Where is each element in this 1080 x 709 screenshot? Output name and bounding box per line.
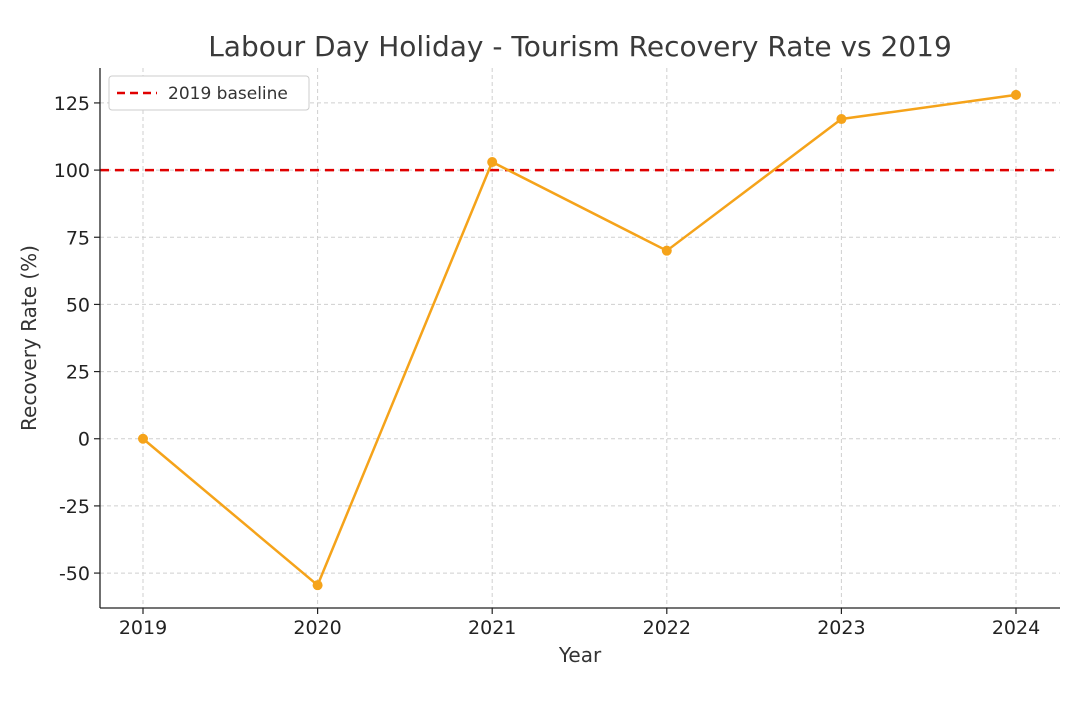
axes	[99, 68, 1060, 609]
y-tick-label: 75	[66, 227, 90, 249]
y-tick-label: 50	[66, 294, 90, 316]
data-point	[487, 157, 498, 168]
y-tick-label: 100	[54, 160, 90, 182]
y-tick-label: 25	[66, 362, 90, 384]
series-layer	[138, 89, 1021, 591]
y-tick-label: -50	[59, 563, 90, 585]
x-tick-label: 2023	[817, 617, 865, 639]
x-ticks: 2019 2020 2021 2022 2023 2024	[119, 608, 1040, 639]
data-point	[1011, 89, 1021, 100]
data-point	[312, 580, 323, 591]
legend: 2019 baseline	[108, 75, 310, 111]
chart-title: Labour Day Holiday - Tourism Recovery Ra…	[208, 30, 952, 63]
data-point	[836, 114, 847, 125]
x-tick-label: 2019	[119, 617, 167, 639]
x-axis-label: Year	[558, 643, 602, 667]
x-tick-label: 2020	[293, 617, 341, 639]
data-point	[138, 433, 148, 444]
legend-box	[108, 75, 310, 111]
y-axis-label: Recovery Rate (%)	[17, 245, 41, 431]
grid	[100, 68, 1060, 608]
data-point	[661, 245, 672, 256]
y-tick-label: -25	[59, 496, 90, 518]
x-tick-label: 2022	[643, 617, 691, 639]
x-tick-label: 2024	[992, 617, 1040, 639]
legend-baseline-label: 2019 baseline	[168, 84, 288, 104]
x-tick-label: 2021	[468, 617, 516, 639]
y-tick-label: 0	[78, 429, 90, 451]
y-tick-label: 125	[54, 93, 90, 115]
y-ticks: -50 -25 0 25 50 75 100 125	[54, 93, 100, 585]
series-line	[142, 93, 1017, 587]
